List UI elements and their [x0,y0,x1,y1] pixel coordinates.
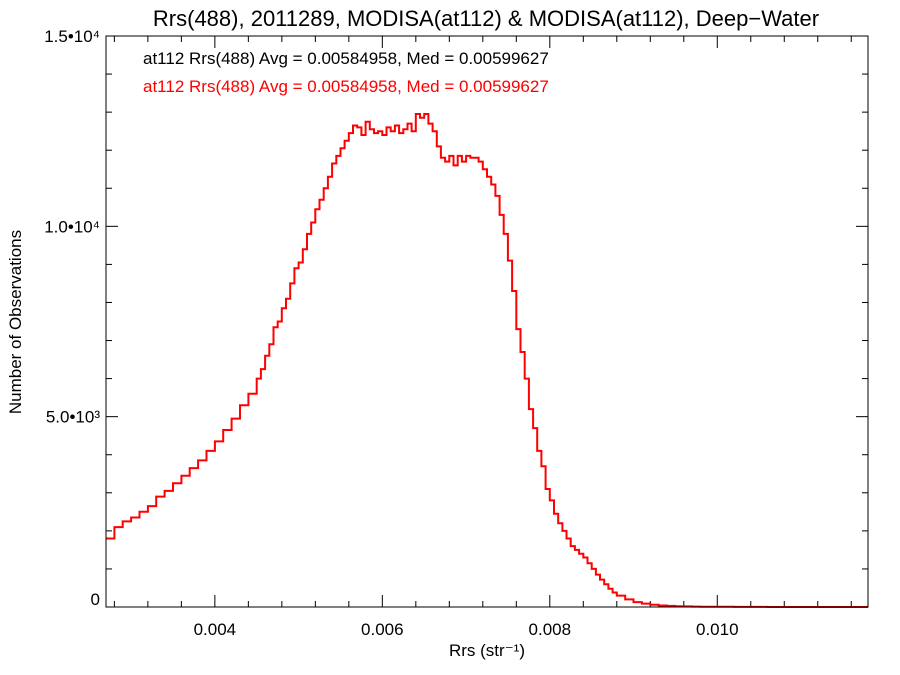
x-tick-label: 0.008 [529,620,572,639]
y-tick-label: 1.0•10⁴ [44,217,100,236]
y-axis-ticks: 0 5.0•10³ 1.0•10⁴ 1.5•10⁴ [44,27,868,609]
y-tick-label: 1.5•10⁴ [44,27,100,46]
x-axis-label: Rrs (str⁻¹) [449,641,525,660]
x-axis-ticks: 0.004 0.006 0.008 0.010 [113,36,852,639]
x-tick-label: 0.010 [696,620,739,639]
y-tick-label: 5.0•10³ [46,408,100,427]
annotation-red: at112 Rrs(488) Avg = 0.00584958, Med = 0… [143,77,549,96]
y-tick-label: 0 [91,590,100,609]
x-tick-label: 0.004 [194,620,237,639]
x-tick-label: 0.006 [361,620,404,639]
chart-title: Rrs(488), 2011289, MODISA(at112) & MODIS… [153,6,819,31]
y-axis-label: Number of Observations [6,230,25,414]
plot-frame [105,35,869,608]
series-line [106,113,868,608]
annotation-black: at112 Rrs(488) Avg = 0.00584958, Med = 0… [143,49,549,68]
